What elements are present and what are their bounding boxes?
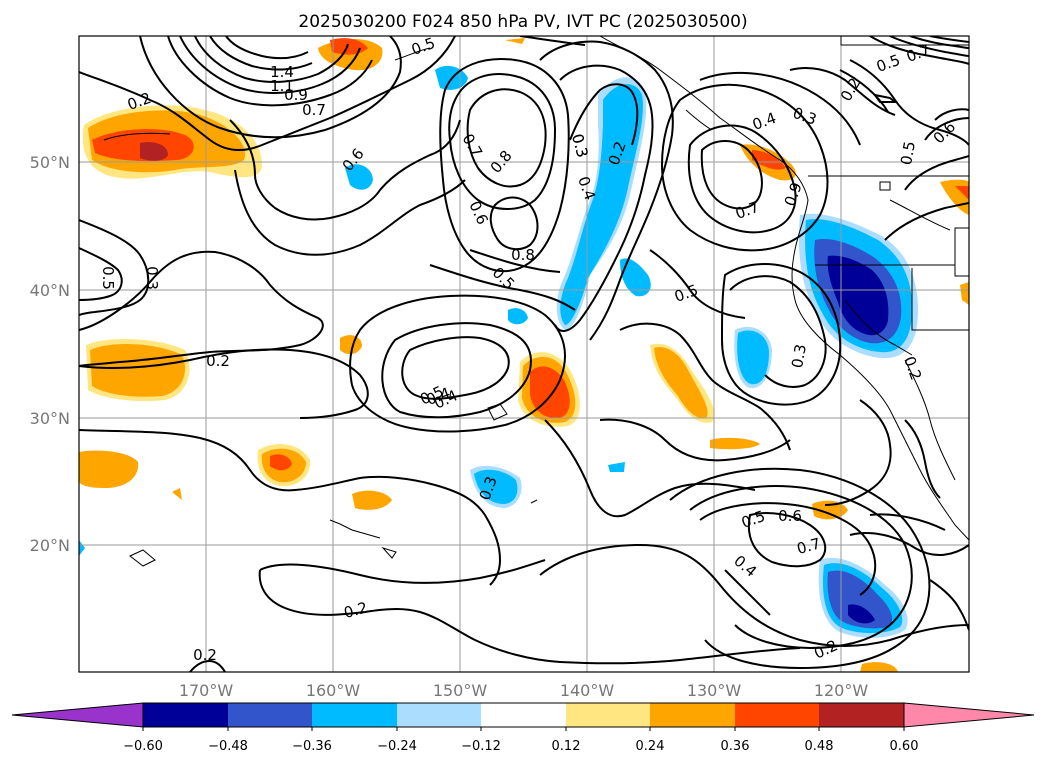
colorbar-segment (735, 703, 819, 727)
colorbar-tick-label: 0.36 (721, 739, 750, 754)
lon-label: 150°W (433, 681, 488, 700)
coastlines (103, 36, 969, 567)
contour-label: 0.2 (342, 598, 370, 622)
colorbar-tick-label: 0.24 (636, 739, 665, 754)
lon-label: 120°W (814, 681, 869, 700)
contour-label: 0.3 (568, 132, 592, 160)
contour-label: 0.6 (778, 507, 802, 525)
colorbar-tick-label: −0.48 (208, 739, 248, 754)
colorbar-tick-label: −0.24 (377, 739, 417, 754)
colorbar-segment (650, 703, 735, 727)
contour-label: 0.3 (568, 132, 592, 160)
latitude-labels: 50°N 40°N 30°N 20°N (30, 153, 70, 555)
colorbar-tick-label: 0.60 (890, 739, 919, 754)
colorbar: −0.60 −0.48 −0.36 −0.24 −0.12 0.12 0.24 … (11, 702, 1035, 754)
colorbar-tick-label: −0.12 (461, 739, 501, 754)
colorbar-segment (397, 703, 481, 727)
colorbar-tick-label: −0.60 (123, 739, 163, 754)
colorbar-extend-min (11, 702, 144, 728)
colorbar-segment (228, 703, 312, 727)
colorbar-tick-label: 0.12 (552, 739, 581, 754)
colorbar-segment (566, 703, 650, 727)
contour-label: 0.9 (284, 86, 308, 104)
colorbar-segment (819, 703, 904, 727)
contour-label: 1.1 (270, 77, 294, 95)
lat-label: 40°N (30, 281, 70, 300)
lon-label: 140°W (560, 681, 615, 700)
lat-label: 30°N (30, 409, 70, 428)
lat-label: 50°N (30, 153, 70, 172)
contour-label: 1.4 (270, 63, 294, 81)
contour-label: 0.2 (206, 352, 230, 370)
contour-label: 0.3 (788, 343, 810, 370)
plot-title: 2025030200 F024 850 hPa PV, IVT PC (2025… (298, 12, 747, 32)
contour-label: 0.7 (795, 534, 823, 558)
contour-label: 0.5 (99, 266, 117, 290)
lon-label: 160°W (306, 681, 361, 700)
lon-label: 170°W (179, 681, 234, 700)
contour-label: 0.8 (511, 246, 535, 264)
colorbar-tick-label: 0.48 (805, 739, 834, 754)
colorbar-segment (481, 703, 566, 727)
colorbar-extend-max (903, 702, 1035, 728)
contour-label: 0.5 (897, 140, 919, 167)
map-panel: 1.4 1.1 0.9 0.7 0.2 0.6 0.5 0.4 0.3 0.7 … (78, 34, 970, 673)
map-frame (78, 35, 970, 673)
contour-label: 0.3 (143, 266, 161, 290)
contour-label: 0.2 (193, 646, 217, 664)
lat-label: 20°N (30, 536, 70, 555)
contour-label: 0.7 (302, 101, 326, 119)
colorbar-tick-label: −0.36 (292, 739, 332, 754)
lon-label: 130°W (687, 681, 742, 700)
colorbar-segment (312, 703, 397, 727)
colorbar-segment (143, 703, 228, 727)
pv-contours (79, 36, 969, 672)
contour-label: 0.5 (409, 34, 438, 59)
longitude-labels: 170°W 160°W 150°W 140°W 130°W 120°W (179, 681, 869, 700)
